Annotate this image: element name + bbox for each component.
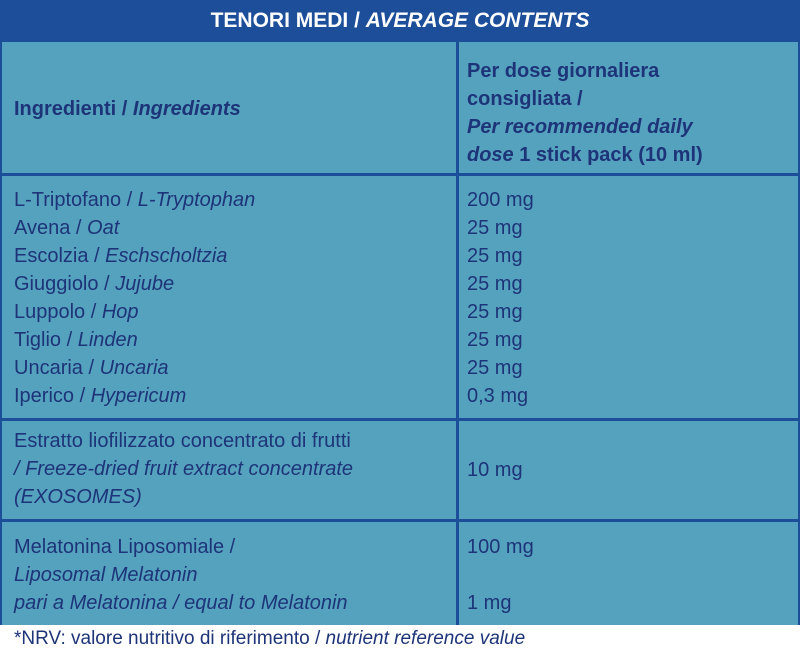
section-divider-1 [0, 418, 800, 421]
footnote-italian: *NRV: valore nutritivo di riferimento / [14, 628, 321, 649]
table-title: TENORI MEDI / AVERAGE CONTENTS [0, 0, 800, 42]
table-row: L-Triptofano / L-Tryptophan [14, 189, 256, 211]
extract-name: Estratto liofilizzato concentrato di fru… [14, 430, 354, 508]
amount-value: 25 mg [467, 329, 523, 351]
melatonin-amount-equivalent: 1 mg [467, 592, 512, 614]
melatonin-name: Melatonina Liposomiale / Liposomal Melat… [14, 536, 348, 614]
ingredient-amounts: 200 mg 25 mg 25 mg 25 mg 25 mg 25 mg 25 … [467, 186, 534, 410]
amount-value: 200 mg [467, 189, 534, 211]
table-row: Uncaria / Uncaria [14, 357, 169, 379]
dose-header: Per dose giornaliera consigliata / Per r… [467, 60, 703, 166]
column-divider [456, 42, 459, 625]
amount-value: 0,3 mg [467, 385, 529, 407]
nutrition-table: TENORI MEDI / AVERAGE CONTENTS Ingredien… [0, 0, 800, 625]
amount-value: 25 mg [467, 245, 523, 267]
section-divider-2 [0, 519, 800, 522]
left-border [0, 42, 2, 625]
ingredients-header: Ingredienti / Ingredients [14, 98, 241, 120]
table-row: Giuggiolo / Jujube [14, 273, 175, 295]
amount-value: 25 mg [467, 273, 523, 295]
amount-value: 25 mg [467, 357, 523, 379]
right-border [798, 42, 800, 625]
table-row: Avena / Oat [14, 217, 120, 239]
table-row: Iperico / Hypericum [14, 385, 187, 407]
table-row: Tiglio / Linden [14, 329, 138, 351]
table-row: Escolzia / Eschscholtzia [14, 245, 228, 267]
amount-value: 25 mg [467, 301, 523, 323]
title-english: AVERAGE CONTENTS [365, 9, 590, 32]
title-italian: TENORI MEDI / [210, 9, 360, 32]
table-row: Luppolo / Hop [14, 301, 139, 323]
extract-amount: 10 mg [467, 459, 523, 481]
footnote: *NRV: valore nutritivo di riferimento / … [14, 628, 525, 650]
melatonin-amount-liposomal: 100 mg [467, 536, 534, 558]
amount-value: 25 mg [467, 217, 523, 239]
ingredient-names: L-Triptofano / L-Tryptophan Avena / Oat … [14, 186, 255, 410]
footnote-english: nutrient reference value [325, 628, 526, 649]
header-divider [0, 173, 800, 176]
